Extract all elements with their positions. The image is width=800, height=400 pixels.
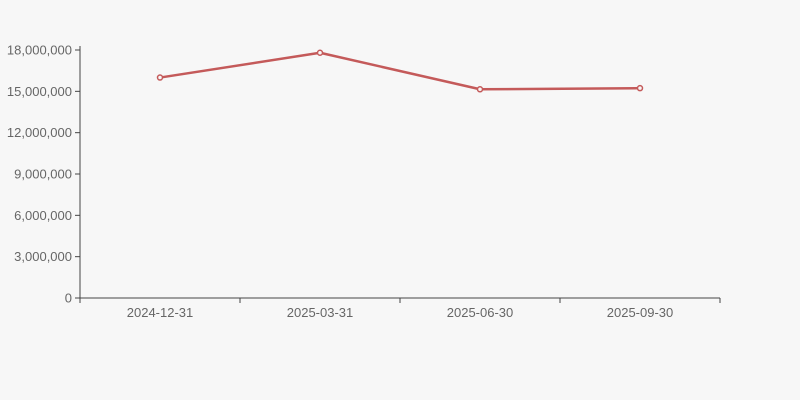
series-line [158, 51, 642, 91]
x-axis-tick-label: 2025-03-31 [287, 305, 354, 320]
data-point-marker[interactable] [476, 86, 484, 93]
y-axis-tick-label: 18,000,000 [7, 43, 72, 58]
data-point-marker[interactable] [316, 49, 324, 57]
y-axis-tick-label: 12,000,000 [7, 125, 72, 140]
y-axis-tick-label: 0 [65, 291, 72, 306]
x-axis-tick-label: 2025-09-30 [607, 305, 674, 320]
data-point-marker[interactable] [636, 84, 644, 92]
y-axis-tick-label: 15,000,000 [7, 84, 72, 99]
data-point-marker[interactable] [156, 74, 164, 81]
x-axis-tick-label: 2024-12-31 [127, 305, 194, 320]
y-axis-tick-label: 6,000,000 [14, 208, 72, 223]
x-axis-tick-label: 2025-06-30 [447, 305, 514, 320]
y-axis-tick-label: 9,000,000 [14, 167, 72, 182]
y-axis-tick-label: 3,000,000 [14, 249, 72, 264]
